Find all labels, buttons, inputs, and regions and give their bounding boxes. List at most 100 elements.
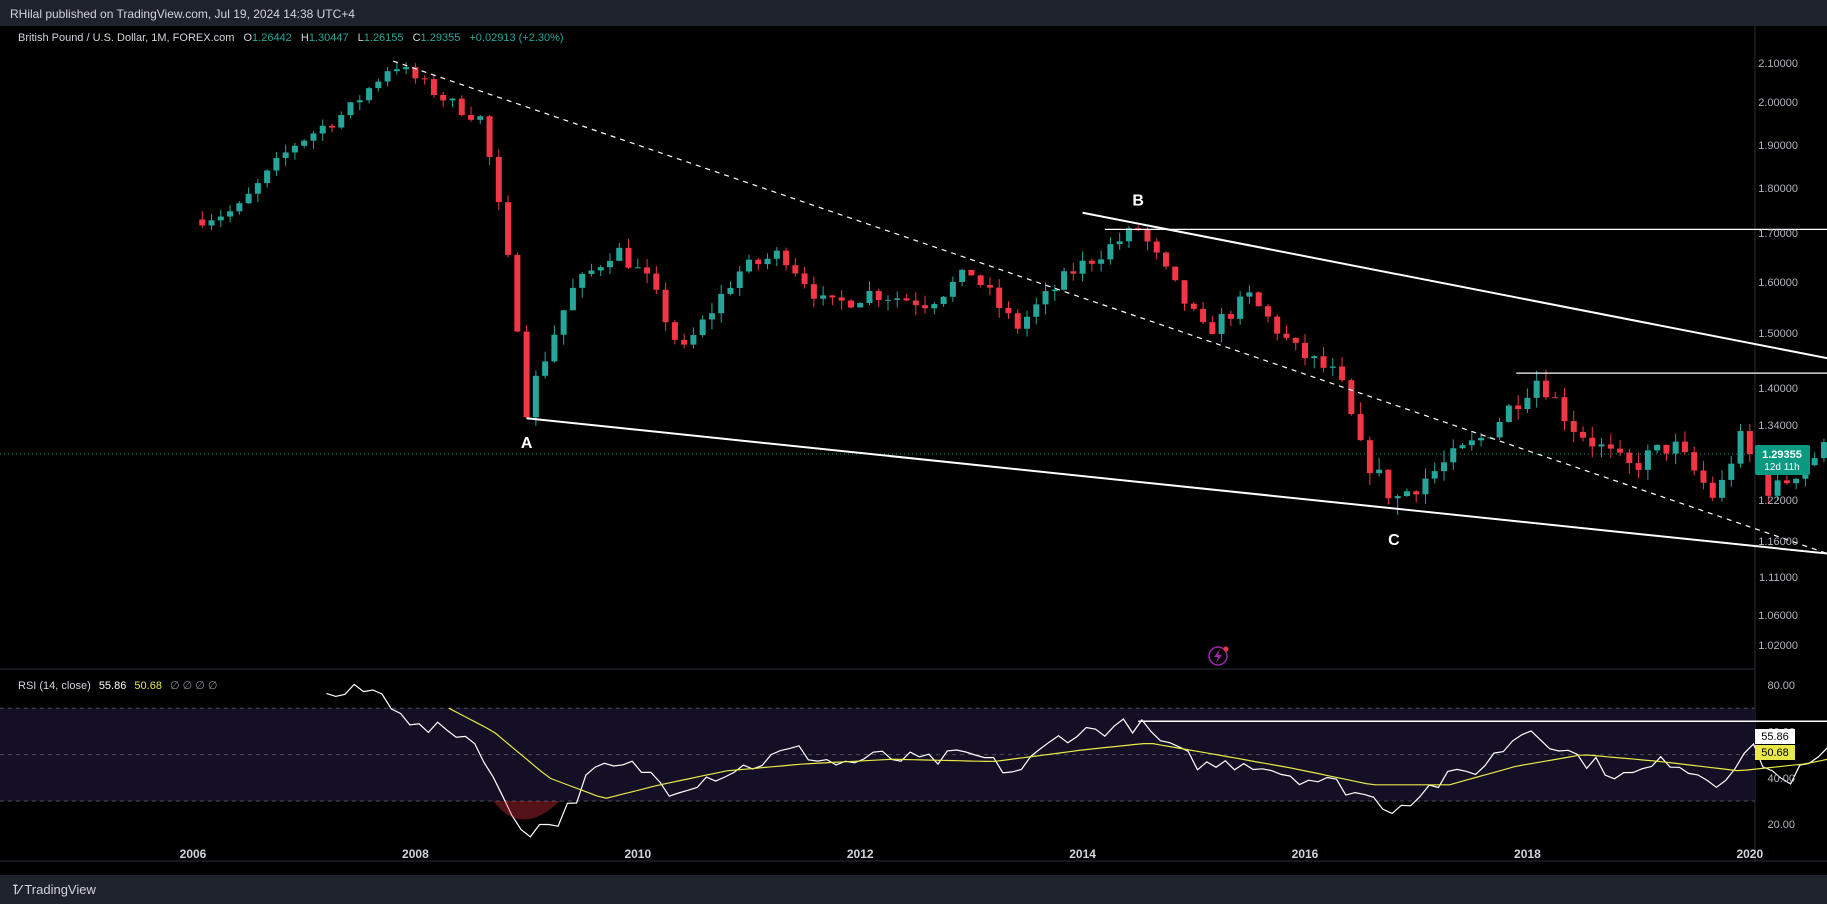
candle: [1320, 347, 1327, 373]
candle: [1468, 432, 1475, 451]
candle: [347, 101, 354, 119]
candle: [746, 254, 752, 274]
tradingview-logo-icon: ⊺⁄: [12, 882, 21, 897]
candle: [1598, 438, 1605, 458]
price-tick-label: 1.02000: [1758, 640, 1798, 652]
candle: [1793, 478, 1800, 490]
candle: [959, 269, 966, 287]
candle: [1663, 444, 1670, 461]
candle: [449, 97, 456, 108]
candle: [1311, 355, 1318, 369]
rsi-ma-badge-bg: [1755, 745, 1795, 760]
candle: [1264, 303, 1271, 323]
chart-svg[interactable]: ABCDE 2.100002.000001.900001.800001.7000…: [0, 26, 1827, 875]
candle: [1505, 403, 1512, 423]
candle: [486, 115, 493, 165]
grid-layer: [0, 26, 1827, 862]
candle: [903, 294, 910, 302]
candle: [820, 286, 827, 306]
pivot-label-c: C: [1388, 532, 1400, 549]
candle: [1070, 262, 1077, 281]
price-tick-label: 1.90000: [1758, 140, 1798, 152]
candle: [310, 130, 317, 149]
trendline-lower-channel[interactable]: [526, 417, 1827, 630]
time-tick-label: 2016: [1292, 847, 1319, 861]
candle: [764, 253, 771, 270]
legend-o-label: O: [243, 32, 252, 44]
price-pane[interactable]: ABCDE: [199, 60, 1827, 668]
candle: [495, 149, 502, 211]
legend: British Pound / U.S. Dollar, 1M, FOREX.c…: [18, 32, 564, 44]
candle: [644, 258, 651, 284]
rsi-band: [0, 708, 1755, 801]
candle: [1672, 433, 1679, 465]
trendline-upper-channel[interactable]: [1082, 211, 1827, 534]
candle: [1496, 417, 1503, 440]
rsi-pane[interactable]: [326, 683, 1827, 838]
candle: [375, 78, 382, 92]
rsi-oversold-fill: [493, 801, 560, 820]
candle: [468, 106, 474, 122]
lightning-icon[interactable]: [1208, 646, 1229, 666]
candle: [403, 62, 410, 75]
candle: [1200, 301, 1207, 324]
candle: [1357, 402, 1364, 441]
chart-frame[interactable]: ABCDE 2.100002.000001.900001.800001.7000…: [0, 26, 1827, 875]
legend-c-label: C: [413, 32, 421, 44]
price-tick-label: 2.10000: [1758, 58, 1798, 70]
tradingview-brand[interactable]: ⊺⁄ TradingView: [12, 882, 96, 898]
candle: [977, 274, 984, 288]
time-tick-label: 2018: [1514, 847, 1541, 861]
price-tick-label: 1.80000: [1758, 183, 1798, 195]
price-badge: 1.29355 12d 11h: [1755, 445, 1810, 475]
candle: [1700, 461, 1707, 490]
time-tick-label: 2020: [1736, 847, 1763, 861]
price-badge-countdown: 12d 11h: [1764, 462, 1799, 473]
legend-h-label: H: [301, 32, 309, 44]
candle: [458, 95, 465, 117]
price-tick-label: 2.00000: [1758, 97, 1798, 109]
candle: [1746, 423, 1753, 463]
candle: [1570, 410, 1577, 443]
candle: [1061, 267, 1068, 291]
candle: [1783, 475, 1790, 485]
time-tick-label: 2006: [180, 847, 207, 861]
rsi-legend-ma: 50.68: [134, 680, 162, 692]
price-tick-label: 1.06000: [1758, 610, 1798, 622]
candle: [1292, 337, 1299, 351]
candle: [1181, 280, 1188, 311]
candle: [1403, 488, 1410, 497]
price-tick-label: 1.22000: [1758, 495, 1798, 507]
candle: [264, 169, 271, 188]
candle: [1237, 291, 1244, 325]
candle: [1246, 285, 1253, 305]
candle: [986, 277, 993, 296]
candle: [1820, 438, 1827, 462]
candle: [1515, 395, 1522, 420]
pivot-label-a: A: [521, 435, 533, 452]
candle: [319, 119, 326, 142]
candle: [829, 295, 836, 306]
candle: [1422, 468, 1429, 504]
candle: [922, 295, 929, 314]
candle: [783, 247, 790, 271]
candle: [894, 291, 901, 308]
candle: [291, 142, 298, 160]
trendline-dashed-diagonal[interactable]: [392, 60, 1827, 630]
candle: [866, 281, 873, 305]
candle: [949, 276, 956, 302]
candle: [523, 325, 530, 419]
publish-header: RHilal published on TradingView.com, Jul…: [0, 0, 1827, 26]
candle: [931, 301, 938, 315]
rsi-ma-badge-value: 50.68: [1761, 747, 1789, 759]
candle: [1617, 439, 1624, 457]
candle: [1107, 237, 1114, 265]
time-tick-label: 2008: [402, 847, 429, 861]
candle: [1024, 310, 1030, 337]
candle: [1644, 444, 1651, 480]
candle: [1635, 452, 1642, 479]
candle: [254, 179, 261, 203]
candle: [755, 258, 762, 271]
candle: [857, 302, 864, 308]
candle: [1774, 472, 1781, 501]
